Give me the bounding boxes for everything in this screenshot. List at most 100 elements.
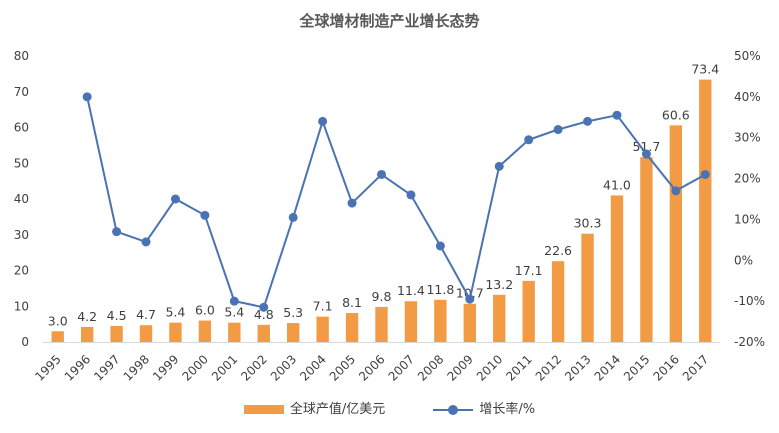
bar (169, 322, 182, 342)
growth-rate-point (112, 227, 122, 237)
bar-data-label: 13.2 (485, 277, 513, 292)
bar-data-label: 73.4 (691, 62, 719, 77)
growth-rate-point (288, 212, 298, 222)
bar (139, 325, 153, 342)
growth-rate-point (318, 116, 328, 126)
bar (51, 331, 64, 342)
x-tick-label: 2000 (180, 352, 211, 383)
x-tick-label: 2016 (650, 352, 681, 383)
x-tick-label: 2011 (503, 352, 534, 383)
bar (287, 323, 300, 342)
y-left-tick-label: 80 (14, 49, 29, 63)
x-tick-label: 2013 (562, 352, 593, 383)
bar-data-label: 6.0 (195, 303, 215, 318)
bar (669, 125, 683, 342)
growth-rate-point (641, 149, 651, 159)
x-tick-label: 1998 (121, 352, 152, 383)
y-left-tick-label: 20 (14, 264, 29, 278)
growth-rate-point (671, 186, 681, 196)
growth-rate-point (435, 241, 445, 251)
y-left-tick-label: 40 (14, 192, 29, 206)
y-right-tick-label: 40% (734, 90, 761, 104)
x-tick-label: 1997 (91, 352, 122, 383)
x-tick-label: 1995 (32, 352, 63, 383)
bar-data-label: 5.3 (283, 305, 303, 320)
bar-data-label: 22.6 (544, 243, 572, 258)
x-tick-label: 1996 (62, 352, 93, 383)
bar-data-label: 4.7 (136, 307, 156, 322)
bar-data-label: 4.5 (107, 308, 127, 323)
bar (110, 325, 123, 342)
y-right-tick-label: 30% (734, 131, 761, 145)
x-tick-label: 2010 (474, 352, 505, 383)
growth-rate-point (406, 190, 416, 200)
growth-rate-point (465, 294, 475, 304)
bar-data-label: 8.1 (342, 295, 362, 310)
bar (610, 195, 624, 342)
bar-data-label: 17.1 (515, 263, 543, 278)
legend-swatch-line (433, 404, 474, 415)
x-tick-label: 1999 (150, 352, 181, 383)
bar-data-label: 10.7 (456, 286, 484, 301)
growth-rate-point (583, 116, 593, 126)
legend-label-output: 全球产值/亿美元 (289, 402, 386, 417)
bar-data-label: 30.3 (574, 216, 602, 231)
legend-item-output: 全球产值/亿美元 (243, 398, 386, 417)
chart-title: 全球增材制造产业增长态势 (299, 12, 480, 30)
y-left-tick-label: 30 (14, 228, 29, 242)
bar (699, 79, 712, 342)
growth-rate-point (170, 194, 180, 204)
growth-rate-point (200, 210, 210, 220)
growth-rate-point (700, 169, 710, 179)
y-right-tick-label: -20% (734, 335, 765, 349)
x-tick-label: 2009 (444, 352, 475, 383)
growth-rate-point (524, 135, 534, 145)
bar-data-label: 60.6 (662, 107, 690, 122)
bar-data-label: 11.8 (426, 282, 454, 297)
bar (198, 320, 212, 342)
bar-data-label: 11.4 (397, 283, 425, 298)
y-left-tick-label: 60 (14, 121, 29, 135)
y-right-tick-label: 10% (734, 212, 761, 226)
growth-rate-point (259, 302, 269, 312)
y-right-tick-label: -10% (734, 294, 765, 308)
growth-rate-point (377, 169, 386, 179)
y-right-tick-label: 20% (734, 172, 761, 186)
x-tick-label: 2014 (592, 352, 623, 383)
bar (228, 322, 241, 342)
x-tick-label: 2004 (297, 352, 328, 383)
legend-swatch-bar (243, 405, 284, 414)
growth-rate-point (494, 161, 504, 171)
x-tick-label: 2002 (238, 352, 269, 383)
bar-data-label: 4.8 (254, 307, 274, 322)
growth-rate-point (82, 92, 92, 102)
bar-data-label: 41.0 (603, 177, 631, 192)
growth-rate-point (553, 125, 563, 135)
bar-data-label: 4.2 (77, 309, 97, 324)
y-left-tick-label: 10 (14, 299, 29, 313)
y-right-tick-label: 0% (734, 253, 753, 267)
x-tick-label: 2007 (386, 352, 417, 383)
bar (522, 280, 535, 342)
x-tick-label: 2015 (621, 352, 652, 383)
x-tick-label: 2012 (533, 352, 564, 383)
growth-rate-point (141, 237, 151, 247)
bar-data-label: 51.7 (632, 139, 660, 154)
growth-rate-point (229, 296, 239, 306)
x-tick-label: 2005 (327, 352, 358, 383)
y-left-tick-label: 50 (14, 156, 29, 170)
bar-data-label: 9.8 (372, 289, 392, 304)
y-left-tick-label: 70 (14, 85, 29, 99)
bar (463, 303, 476, 342)
bar-data-label: 5.4 (224, 305, 244, 320)
bar (493, 294, 506, 342)
legend: 全球产值/亿美元 增长率/% (0, 398, 779, 417)
legend-item-growth: 增长率/% (433, 398, 535, 417)
bar-data-label: 7.1 (313, 299, 333, 314)
growth-rate-point (347, 198, 357, 208)
bar-data-label: 5.4 (166, 305, 186, 320)
bar (316, 316, 329, 342)
bar (80, 326, 94, 342)
x-tick-label: 2006 (356, 352, 387, 383)
